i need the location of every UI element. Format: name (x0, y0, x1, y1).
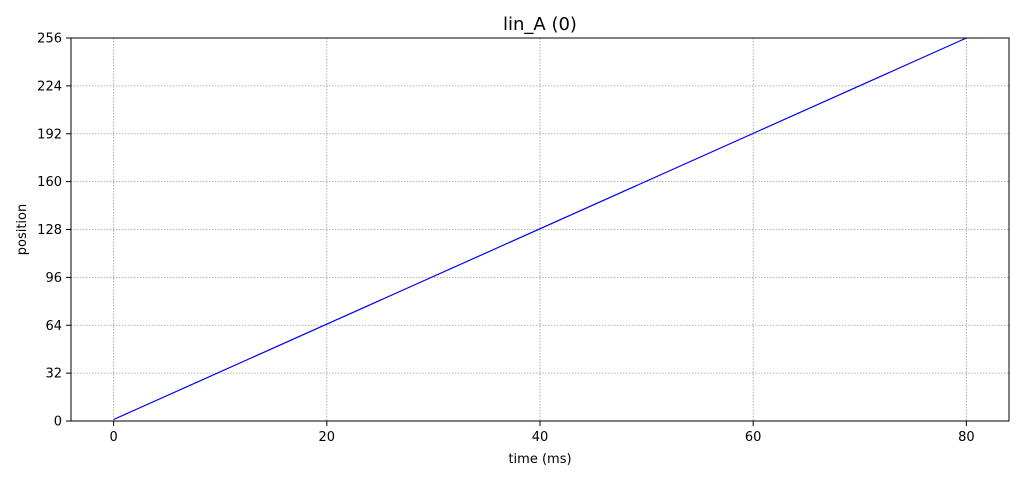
y-tick-label: 224 (37, 79, 62, 94)
x-tick-label: 80 (958, 430, 975, 445)
y-tick-label: 96 (45, 271, 62, 286)
x-tick-label: 60 (745, 430, 762, 445)
x-tick-label: 20 (319, 430, 336, 445)
series-line-lin_A (113, 37, 967, 421)
y-tick-label: 0 (54, 415, 62, 430)
y-tick-label: 128 (37, 223, 62, 238)
y-axis-label: position (15, 204, 30, 256)
y-tick-label: 160 (37, 175, 62, 190)
x-tick-label: 40 (532, 430, 549, 445)
series-layer (113, 37, 967, 421)
tick-layer: 0 20 40 60 80 0 32 64 96 128 160 192 224 256 (37, 32, 974, 446)
grid-layer (71, 37, 1009, 422)
y-tick-label: 64 (45, 319, 62, 334)
chart-title: lin_A (0) (503, 14, 577, 35)
y-tick-label: 192 (37, 127, 62, 142)
x-axis-label: time (ms) (508, 452, 571, 467)
y-tick-label: 32 (45, 367, 62, 382)
x-tick-label: 0 (109, 430, 117, 445)
y-tick-label: 256 (37, 32, 62, 47)
